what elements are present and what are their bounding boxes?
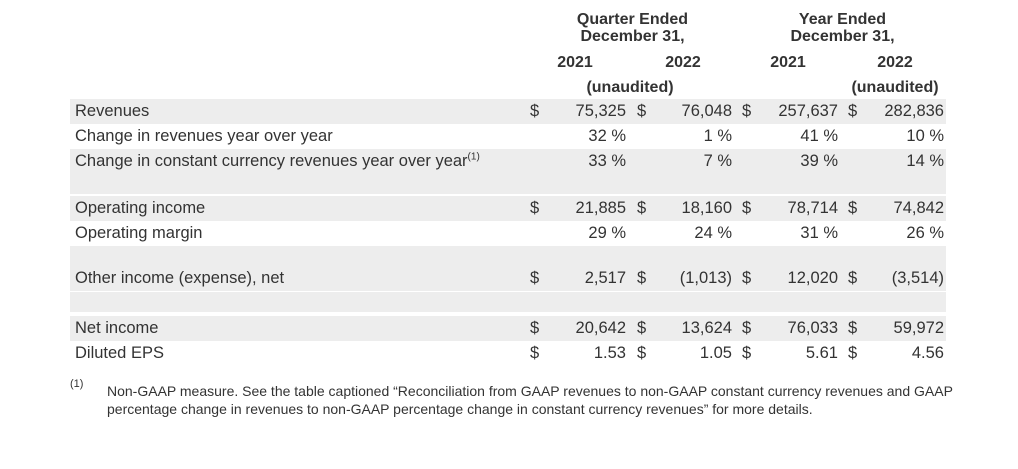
currency-symbol: $: [530, 319, 540, 337]
value-cell: 24 %: [694, 224, 732, 242]
row-label: Operating income: [75, 196, 205, 221]
currency-symbol: $: [530, 199, 540, 217]
quarter-header: Quarter Ended December 31,: [540, 11, 725, 45]
row-label-text: Other income (expense), net: [75, 269, 285, 287]
row-label: Net income: [75, 316, 158, 341]
table-row: Change in revenues year over year 32 % 1 %…: [70, 124, 946, 149]
value-cell: (1,013): [679, 269, 732, 287]
col1-year: 2021: [557, 54, 593, 71]
currency-symbol: $: [530, 269, 540, 287]
row-label: Change in constant currency revenues yea…: [75, 149, 480, 174]
value-cell: 31 %: [800, 224, 838, 242]
value-cell: 12,020: [787, 269, 838, 287]
year-header-line1: Year Ended: [798, 11, 887, 28]
table-row: Other income (expense), net $2,517 $ (1,013…: [70, 266, 946, 291]
separator-band: [70, 246, 946, 266]
separator-band: [70, 174, 946, 194]
row-label-text: Diluted EPS: [75, 344, 164, 362]
row-label: Other income (expense), net: [75, 266, 284, 291]
value-cell: 39 %: [800, 152, 838, 170]
value-cell: 78,714: [787, 199, 838, 217]
quarter-header-line2: December 31,: [580, 28, 685, 45]
col3-year: 2021: [770, 54, 806, 71]
row-label-text: Operating margin: [75, 224, 203, 242]
currency-symbol: $: [848, 344, 858, 362]
value-cell: 1 %: [703, 127, 732, 145]
currency-symbol: $: [848, 269, 858, 287]
currency-symbol: $: [637, 269, 647, 287]
separator-band: [70, 292, 946, 312]
year-header-line2: December 31,: [790, 28, 895, 45]
quarter-header-line1: Quarter Ended: [576, 11, 689, 28]
table-row: Net income $20,642 $13,624 $76,033 $59,972: [70, 316, 946, 341]
quarter-unaudited-note: (unaudited): [586, 79, 674, 96]
footnote-reference: (1): [467, 151, 480, 163]
currency-symbol: $: [742, 102, 752, 120]
value-cell: (3,514): [891, 269, 944, 287]
currency-symbol: $: [637, 319, 647, 337]
row-label-text: Operating income: [75, 199, 206, 217]
currency-symbol: $: [637, 199, 647, 217]
footnote-mark: (1): [70, 378, 84, 390]
value-cell: 76,033: [787, 319, 838, 337]
col4-year: 2022: [877, 54, 913, 71]
value-cell: 59,972: [893, 319, 944, 337]
value-cell: 76,048: [681, 102, 732, 120]
row-label-text: Change in revenues year over year: [75, 127, 333, 145]
row-label: Diluted EPS: [75, 341, 164, 366]
value-cell: 21,885: [575, 199, 626, 217]
row-label-text: Change in constant currency revenues yea…: [75, 152, 468, 170]
currency-symbol: $: [848, 319, 858, 337]
table-row: Operating margin 29 % 24 % 31 % 26 %: [70, 221, 946, 246]
value-cell: 74,842: [893, 199, 944, 217]
value-cell: 18,160: [681, 199, 732, 217]
value-cell: 14 %: [906, 152, 944, 170]
value-cell: 4.56: [911, 344, 944, 362]
currency-symbol: $: [637, 102, 647, 120]
value-cell: 7 %: [703, 152, 732, 170]
currency-symbol: $: [530, 102, 540, 120]
currency-symbol: $: [742, 269, 752, 287]
value-cell: 1.53: [593, 344, 626, 362]
footnote-text: Non-GAAP measure. See the table captione…: [107, 383, 953, 417]
col2-year: 2022: [665, 54, 701, 71]
table-row: Revenues $75,325 $76,048 $257,637 $282,836: [70, 99, 946, 124]
currency-symbol: $: [848, 199, 858, 217]
value-cell: 282,836: [884, 102, 944, 120]
value-cell: 20,642: [575, 319, 626, 337]
value-cell: 5.61: [805, 344, 838, 362]
table-row: Change in constant currency revenues yea…: [70, 149, 946, 174]
table-row: Operating income $21,885 $18,160 $78,714 $74…: [70, 196, 946, 221]
value-cell: 75,325: [575, 102, 626, 120]
currency-symbol: $: [742, 199, 752, 217]
value-cell: 10 %: [906, 127, 944, 145]
value-cell: 1.05: [699, 344, 732, 362]
value-cell: 29 %: [588, 224, 626, 242]
row-label-text: Net income: [75, 319, 159, 337]
value-cell: 41 %: [800, 127, 838, 145]
value-cell: 2,517: [584, 269, 626, 287]
value-cell: 13,624: [681, 319, 732, 337]
currency-symbol: $: [742, 319, 752, 337]
currency-symbol: $: [637, 344, 647, 362]
year-header: Year Ended December 31,: [750, 11, 935, 45]
row-label: Operating margin: [75, 221, 202, 246]
row-label: Change in revenues year over year: [75, 124, 333, 149]
value-cell: 26 %: [906, 224, 944, 242]
value-cell: 33 %: [588, 152, 626, 170]
currency-symbol: $: [848, 102, 858, 120]
value-cell: 257,637: [778, 102, 838, 120]
value-cell: 32 %: [588, 127, 626, 145]
year-unaudited-note: (unaudited): [851, 79, 939, 96]
currency-symbol: $: [530, 344, 540, 362]
row-label: Revenues: [75, 99, 149, 124]
currency-symbol: $: [742, 344, 752, 362]
row-label-text: Revenues: [75, 102, 150, 120]
table-row: Diluted EPS $1.53 $1.05 $5.61 $4.56: [70, 341, 946, 366]
